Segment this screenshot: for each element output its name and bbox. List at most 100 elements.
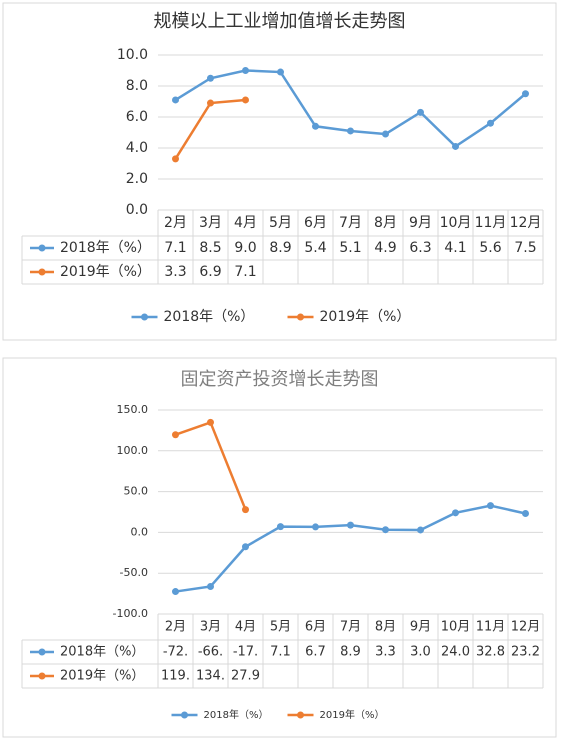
x-tick-label: 6月	[304, 215, 327, 231]
point	[242, 67, 249, 74]
table-value: 9.0	[234, 240, 256, 256]
x-tick-label: 12月	[511, 620, 541, 635]
point	[417, 526, 424, 534]
table-legend-marker	[38, 648, 46, 656]
x-tick-label: 9月	[410, 620, 431, 635]
point	[487, 502, 494, 510]
point	[277, 523, 284, 531]
point	[242, 96, 249, 104]
x-tick-label: 7月	[340, 620, 361, 635]
chart-frame	[2, 357, 557, 738]
table-value: 7.1	[270, 645, 291, 660]
table-row-header: 2018年（%）	[60, 645, 144, 660]
point	[242, 543, 249, 551]
point	[382, 130, 389, 138]
table-value: 3.3	[164, 264, 186, 280]
x-tick-label: 11月	[475, 215, 507, 231]
point	[277, 68, 284, 76]
chart-frame	[2, 2, 557, 341]
y-tick-label: -50.0	[120, 566, 148, 579]
x-tick-label: 4月	[234, 215, 257, 231]
table-value: 7.1	[164, 240, 186, 256]
table-value: 5.6	[479, 240, 501, 256]
table-row-header: 2019年（%）	[60, 669, 144, 684]
y-tick-label: 150.0	[117, 403, 149, 416]
table-value: 24.0	[441, 645, 470, 660]
point	[312, 523, 319, 531]
table-value: -66.	[198, 645, 223, 660]
point	[172, 155, 179, 163]
point	[382, 526, 389, 534]
legend-marker	[141, 313, 148, 321]
point	[207, 418, 214, 426]
chart-title: 固定资产投资增长走势图	[181, 369, 379, 390]
point	[172, 431, 179, 439]
x-tick-label: 9月	[409, 215, 432, 231]
table-value: 4.1	[444, 240, 466, 256]
x-tick-label: 8月	[375, 620, 396, 635]
point	[452, 142, 459, 150]
table-row-header: 2019年（%）	[60, 264, 151, 280]
x-tick-label: 5月	[270, 620, 291, 635]
table-value: 7.5	[514, 240, 536, 256]
x-tick-label: 8月	[374, 215, 397, 231]
point	[207, 583, 214, 591]
point	[522, 509, 529, 517]
point	[487, 119, 494, 127]
y-tick-label: 0.0	[131, 525, 149, 538]
point	[347, 521, 354, 529]
table-row-header: 2018年（%）	[60, 240, 151, 256]
x-tick-label: 3月	[200, 620, 221, 635]
point	[312, 122, 319, 130]
table-value: 23.2	[511, 645, 540, 660]
point	[417, 108, 424, 116]
legend-label: 2019年（%）	[320, 708, 385, 721]
table-value: 27.9	[231, 669, 260, 684]
x-tick-label: 11月	[476, 620, 506, 635]
y-tick-label: 4.0	[126, 140, 148, 156]
point	[242, 506, 249, 514]
x-tick-label: 10月	[441, 620, 471, 635]
x-tick-label: 6月	[305, 620, 326, 635]
x-tick-label: 2月	[164, 215, 187, 231]
x-tick-label: 7月	[339, 215, 362, 231]
point	[522, 90, 529, 98]
y-tick-label: 8.0	[126, 78, 148, 94]
table-value: 6.9	[199, 264, 221, 280]
y-tick-label: 50.0	[124, 485, 149, 498]
y-tick-label: -100.0	[113, 607, 148, 620]
legend-label: 2018年（%）	[204, 708, 269, 721]
legend-label: 2018年（%）	[164, 309, 255, 325]
legend-marker	[297, 711, 304, 719]
point	[172, 96, 179, 104]
table-value: 119.	[161, 669, 190, 684]
table-value: 4.9	[374, 240, 396, 256]
table-value: -72.	[163, 645, 188, 660]
point	[452, 509, 459, 517]
table-value: 5.1	[339, 240, 361, 256]
table-legend-marker	[38, 244, 46, 252]
x-tick-label: 3月	[199, 215, 222, 231]
table-value: 5.4	[304, 240, 326, 256]
table-value: 3.0	[410, 645, 431, 660]
legend-label: 2019年（%）	[320, 309, 411, 325]
x-tick-label: 5月	[269, 215, 292, 231]
table-value: 134.	[196, 669, 225, 684]
x-tick-label: 10月	[440, 215, 472, 231]
table-value: 7.1	[234, 264, 256, 280]
table-legend-marker	[38, 268, 46, 276]
point	[347, 127, 354, 135]
y-tick-label: 10.0	[117, 47, 148, 63]
table-value: 32.8	[476, 645, 505, 660]
table-legend-marker	[38, 672, 46, 680]
point	[172, 588, 179, 596]
x-tick-label: 12月	[510, 215, 542, 231]
point	[207, 99, 214, 107]
point	[207, 74, 214, 82]
legend-marker	[181, 711, 188, 719]
table-value: -17.	[233, 645, 258, 660]
x-tick-label: 2月	[165, 620, 186, 635]
table-value: 3.3	[375, 645, 396, 660]
legend-marker	[297, 313, 304, 321]
chart-title: 规模以上工业增加值增长走势图	[154, 11, 406, 32]
